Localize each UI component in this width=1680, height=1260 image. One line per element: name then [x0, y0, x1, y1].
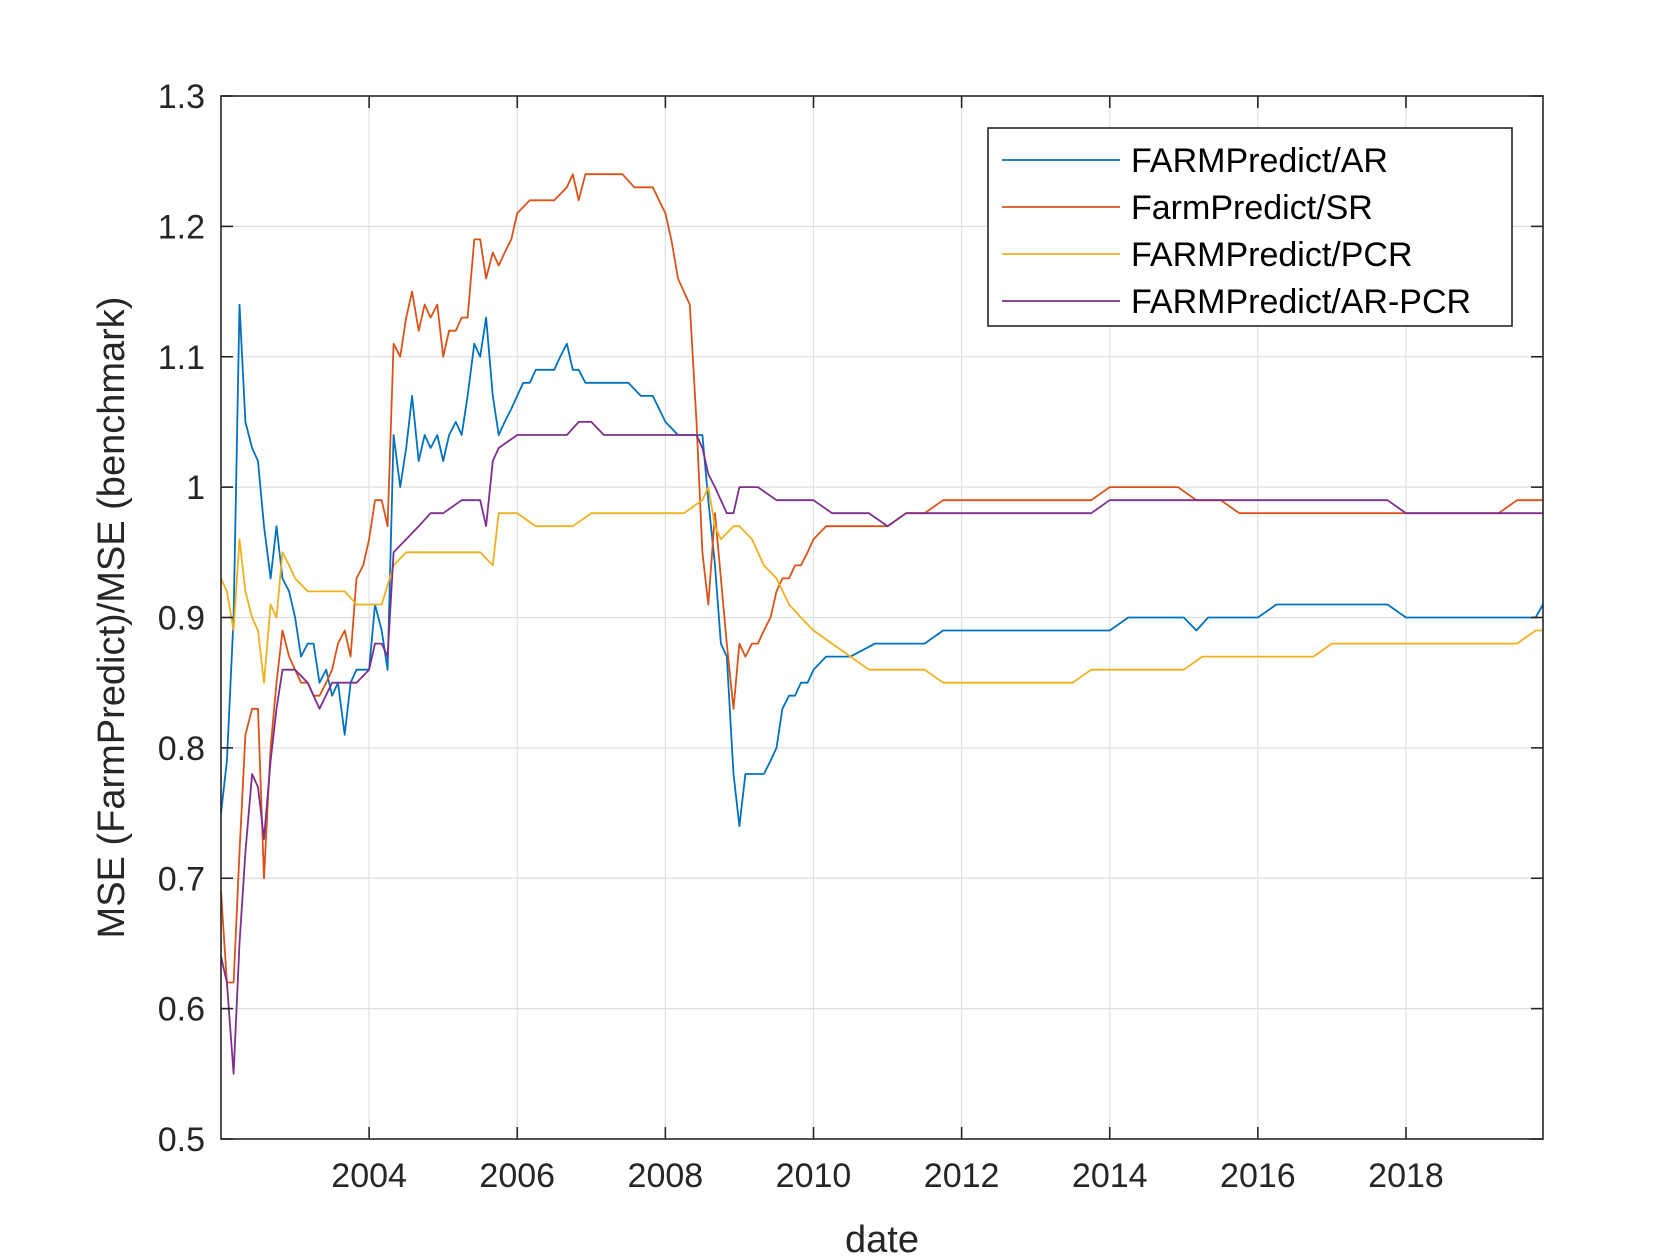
x-axis-label: date	[845, 1219, 919, 1260]
x-tick-label: 2018	[1368, 1157, 1444, 1195]
legend-label: FARMPredict/AR-PCR	[1131, 283, 1471, 321]
series-group	[220, 173, 1544, 1075]
legend-box	[987, 127, 1513, 327]
series-line-4	[220, 420, 1543, 1075]
series-line-2	[220, 173, 1543, 984]
x-tick-label: 2014	[1072, 1157, 1148, 1195]
x-tick-label: 2008	[628, 1157, 704, 1195]
y-tick-label: 0.5	[158, 1121, 205, 1159]
y-tick-label: 0.6	[158, 991, 205, 1029]
legend-label: FARMPredict/AR	[1131, 142, 1388, 180]
series-line-1	[220, 303, 1544, 827]
y-tick-label: 1.1	[158, 339, 205, 377]
tick-labels: 2004 2006 2008 2010 2012 2014 2016 2018 0.5 0.6 0.…	[158, 78, 1444, 1195]
tick-marks	[221, 95, 1543, 1140]
y-tick-label: 0.8	[158, 730, 205, 768]
x-tick-label: 2006	[479, 1157, 555, 1195]
y-tick-label: 0.7	[158, 860, 205, 898]
y-tick-label: 0.9	[158, 600, 205, 638]
legend-label: FARMPredict/PCR	[1131, 236, 1413, 274]
legend-label: FarmPredict/SR	[1131, 189, 1373, 227]
x-tick-label: 2012	[924, 1157, 1000, 1195]
x-tick-label: 2004	[331, 1157, 407, 1195]
y-axis-label: MSE (FarmPredict)/MSE (benchmark)	[91, 297, 133, 939]
y-tick-label: 1.2	[158, 208, 205, 246]
x-tick-label: 2010	[776, 1157, 852, 1195]
series-line-3	[220, 486, 1543, 684]
y-tick-label: 1	[186, 469, 205, 507]
legend: FARMPredict/AR FarmPredict/SR FARMPredict/…	[987, 127, 1513, 327]
y-tick-label: 1.3	[158, 78, 205, 116]
x-tick-label: 2016	[1220, 1157, 1296, 1195]
